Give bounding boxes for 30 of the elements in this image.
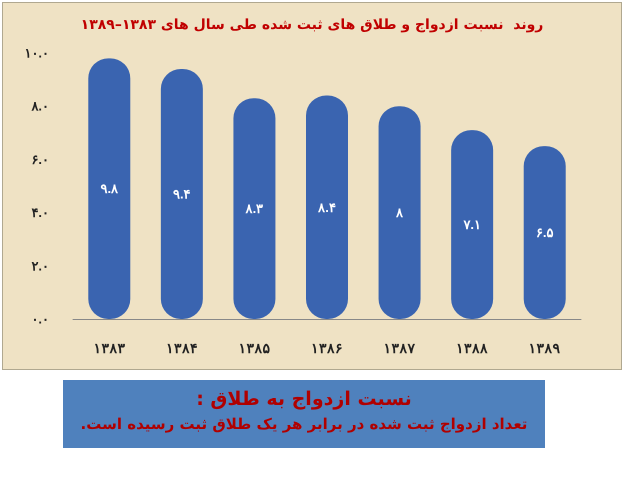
y-tick-label: ۲.۰ xyxy=(31,258,49,274)
chart-title: روند نسبت ازدواج و طلاق های ثبت شده طی سال های ۱۳۸۳–۱۳۸۹ xyxy=(80,17,544,33)
data-label: ۸.۴ xyxy=(317,200,336,215)
x-tick-label: ۱۳۸۴ xyxy=(166,340,198,356)
text: نسبت ازدواج به طلاق : xyxy=(195,388,413,411)
bar xyxy=(451,130,494,319)
bar xyxy=(160,68,203,319)
bar xyxy=(88,58,130,319)
x-tick-label: ۱۳۸۷ xyxy=(384,340,416,356)
data-label: ۸.۳ xyxy=(244,201,264,216)
bar xyxy=(233,98,276,319)
bar xyxy=(306,96,348,319)
bar xyxy=(524,146,566,319)
x-tick-label: ۱۳۸۹ xyxy=(528,340,561,356)
bar xyxy=(378,106,421,319)
y-tick-label: ۶.۰ xyxy=(31,152,49,167)
x-tick-label: ۱۳۸۸ xyxy=(456,340,488,356)
x-tick-label: ۱۳۸۶ xyxy=(311,340,343,356)
data-label: ۹.۴ xyxy=(173,186,191,202)
data-label: ۹.۸ xyxy=(100,181,120,196)
y-tick-label: ۸.۰ xyxy=(30,98,49,114)
y-tick-label: ۴.۰ xyxy=(31,205,49,220)
text: تعداد ازدواج ثبت شده در برابر هر یک طلاق ثبت رسیده است. xyxy=(80,414,528,433)
x-tick-label: ۱۳۸۳ xyxy=(93,340,126,356)
data-label: ۶.۵ xyxy=(536,225,554,240)
y-tick-label: ۰.۰ xyxy=(31,312,49,326)
x-tick-label: ۱۳۸۵ xyxy=(238,340,270,356)
data-label: ۷.۱ xyxy=(462,217,481,232)
y-tick-label: ۱۰.۰ xyxy=(24,46,49,60)
data-label: ۸ xyxy=(395,205,404,220)
